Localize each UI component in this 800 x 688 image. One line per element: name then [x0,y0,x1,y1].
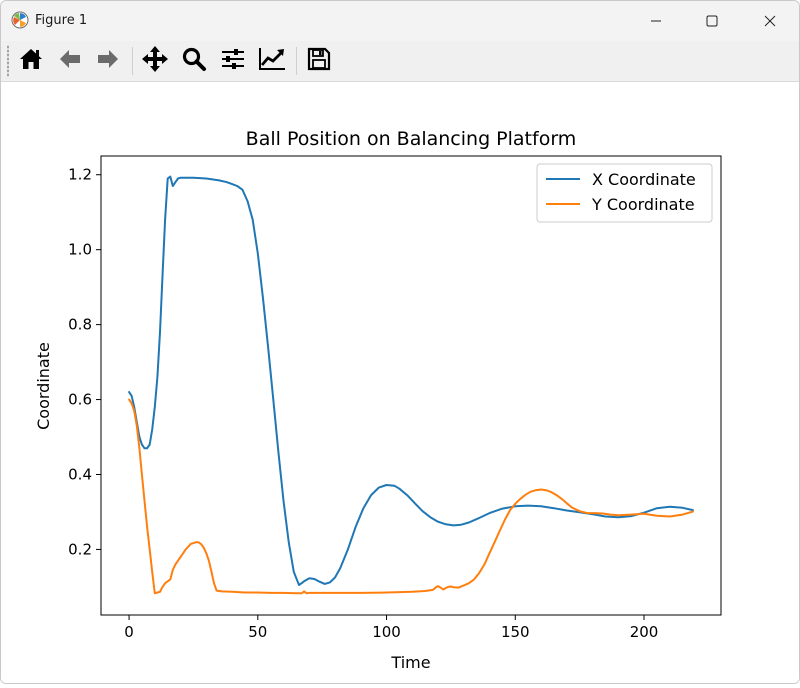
zoom-button[interactable] [178,45,210,77]
x-tick-label: 200 [630,623,659,641]
edit-axes-button[interactable] [256,45,288,77]
line-chart: 0 50 100 150 200 0.2 0.4 0.6 0.8 1.0 1.2 Ball Posi… [34,128,722,672]
configure-subplots-button[interactable] [217,45,249,77]
forward-button[interactable] [92,45,124,77]
y-tick-label: 0.4 [68,465,92,483]
x-tick-label: 150 [501,623,530,641]
toolbar-separator [132,47,133,75]
x-axis-label: Time [390,653,430,672]
series-lines [128,175,694,595]
y-tick-label: 0.2 [68,540,92,558]
window-title: Figure 1 [35,13,88,28]
legend: X Coordinate Y Coordinate [536,163,713,223]
y-tick-label: 1.0 [68,241,92,259]
maximize-button[interactable] [683,1,741,41]
minimize-icon [650,12,662,31]
forward-arrow-icon [95,46,121,76]
back-arrow-icon [57,46,83,76]
home-icon [18,46,44,76]
close-button[interactable] [741,1,799,41]
legend-label-x: X Coordinate [592,170,696,189]
home-button[interactable] [15,45,47,77]
save-icon [306,46,332,76]
matplotlib-icon [11,11,29,29]
chart-title: Ball Position on Balancing Platform [246,128,577,150]
navigation-toolbar [1,41,799,82]
y-tick-label: 0.8 [68,316,92,334]
subplots-config-icon [220,46,246,76]
toolbar-grip [7,45,9,77]
series-line-x-coordinate [128,175,694,586]
title-bar[interactable]: Figure 1 [1,1,799,41]
x-tick-label: 50 [248,623,267,641]
plot-frame [100,155,722,616]
toolbar-separator [296,47,297,75]
figure-canvas[interactable]: 0 50 100 150 200 0.2 0.4 0.6 0.8 1.0 1.2 Ball Posi… [1,82,799,683]
x-tick-label: 0 [124,623,134,641]
zoom-icon [181,46,207,76]
pan-button[interactable] [139,45,171,77]
y-tick-label: 1.2 [68,166,92,184]
y-axis-label: Coordinate [34,342,53,430]
minimize-button[interactable] [627,1,685,41]
edit-axes-icon [258,46,286,76]
pan-icon [141,45,169,77]
legend-label-y: Y Coordinate [591,195,695,214]
axis-ticks: 0 50 100 150 200 0.2 0.4 0.6 0.8 1.0 1.2 [68,166,658,641]
y-tick-label: 0.6 [68,391,92,409]
x-tick-label: 100 [372,623,401,641]
close-icon [764,12,776,31]
back-button[interactable] [54,45,86,77]
legend-box [536,163,713,223]
series-line-y-coordinate [128,398,694,595]
save-button[interactable] [303,45,335,77]
maximize-icon [706,12,718,31]
